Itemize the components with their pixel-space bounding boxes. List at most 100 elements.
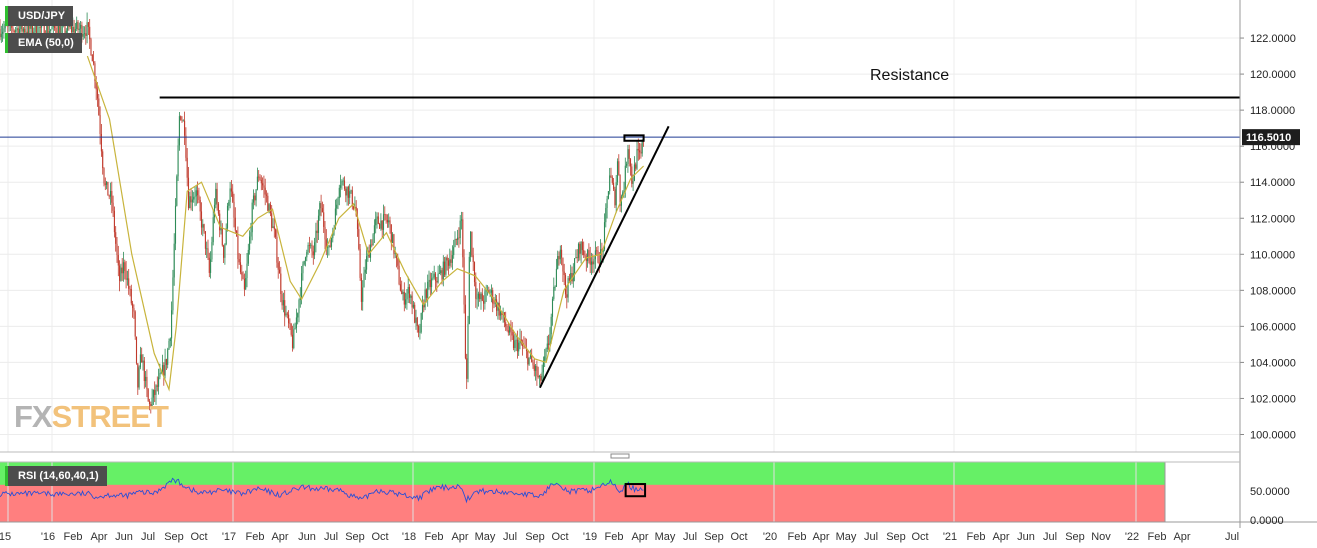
candle-body: [259, 177, 261, 180]
candle-body: [505, 322, 507, 327]
candle-body: [632, 180, 634, 184]
candle-body: [234, 217, 236, 231]
candle-body: [429, 279, 431, 288]
candle-body: [399, 284, 401, 291]
candle-body: [190, 196, 192, 203]
candle-body: [0, 29, 1, 38]
candle-body: [460, 219, 463, 221]
candle-body: [397, 258, 399, 266]
candle-body: [263, 185, 265, 188]
candle-body: [173, 243, 175, 278]
resistance-label: Resistance: [870, 67, 949, 84]
candle-body: [366, 256, 368, 270]
candle-body: [388, 220, 390, 223]
ema-badge[interactable]: EMA (50,0): [5, 33, 82, 53]
candle-body: [247, 249, 249, 264]
candle-body: [628, 149, 630, 159]
time-tick-label: '22: [1125, 531, 1139, 543]
candle-body: [250, 232, 252, 237]
candle-body: [360, 277, 362, 302]
price-tick-label: 112.0000: [1250, 213, 1295, 225]
candle-body: [444, 261, 446, 275]
candle-body: [215, 188, 217, 205]
candle-body: [463, 257, 465, 305]
rsi-highlight-box: [624, 483, 647, 498]
candle-body: [623, 189, 625, 193]
candle-body: [302, 264, 304, 274]
candle-body: [291, 334, 294, 348]
time-tick-label: Jul: [1225, 531, 1239, 543]
symbol-badge[interactable]: USD/JPY: [5, 6, 74, 26]
candle-body: [70, 25, 73, 33]
candle-body: [457, 237, 459, 240]
candle-body: [295, 317, 297, 329]
candle-body: [181, 119, 183, 121]
candle-body: [418, 326, 420, 333]
candle-body: [592, 261, 594, 265]
candle-body: [342, 180, 344, 182]
candle-body: [117, 255, 119, 266]
time-tick-label: Feb: [788, 531, 807, 543]
candle-body: [362, 287, 364, 302]
candle-body: [332, 231, 334, 239]
candle-body: [83, 33, 86, 35]
candle-body: [148, 401, 151, 405]
candle-body: [122, 262, 125, 274]
candle-body: [299, 297, 301, 300]
candle-body: [483, 300, 485, 304]
time-tick-label: Sep: [164, 531, 184, 543]
candle-body: [393, 234, 395, 254]
candle-body: [178, 116, 180, 146]
candle-body: [120, 267, 122, 281]
candle-body: [507, 330, 509, 333]
time-tick-label: Oct: [730, 531, 747, 543]
candle-body: [115, 232, 117, 244]
candle-body: [481, 293, 483, 301]
candle-body: [301, 273, 303, 298]
time-tick-label: Feb: [967, 531, 986, 543]
candle-body: [407, 286, 409, 294]
candle-body: [389, 220, 391, 225]
candle-body: [125, 270, 127, 280]
candle-body: [206, 248, 208, 250]
candle-body: [220, 227, 222, 231]
candle-body: [424, 289, 426, 308]
candle-body: [278, 269, 281, 274]
candle-body: [150, 404, 152, 407]
candle-body: [577, 243, 580, 258]
candle-body: [509, 326, 511, 333]
candle-body: [99, 115, 101, 134]
candle-body: [351, 190, 353, 207]
candle-body: [531, 355, 533, 363]
candle-body: [427, 281, 429, 298]
candle-body: [561, 249, 563, 258]
candle-body: [24, 28, 26, 33]
candle-body: [96, 89, 99, 99]
candle-body: [130, 288, 132, 304]
candle-body: [566, 294, 568, 298]
candle-body: [91, 54, 93, 62]
candle-body: [290, 324, 292, 335]
candle-body: [172, 277, 174, 311]
candle-body: [264, 187, 266, 195]
candle-body: [207, 248, 209, 258]
candle-body: [433, 273, 435, 278]
candle-body: [567, 278, 569, 298]
price-tick-label: 120.0000: [1250, 69, 1296, 81]
price-tick-label: 110.0000: [1250, 249, 1295, 261]
candle-body: [87, 22, 89, 27]
candle-body: [160, 372, 162, 374]
candle-body: [537, 375, 539, 378]
candle-body: [327, 247, 329, 249]
candle-body: [186, 157, 188, 178]
candle-body: [72, 26, 74, 33]
candle-body: [315, 230, 317, 243]
candle-body: [106, 181, 108, 185]
rsi-badge[interactable]: RSI (14,60,40,1): [5, 466, 107, 486]
candle-body: [187, 177, 190, 209]
candle-body: [116, 243, 118, 256]
candle-body: [527, 351, 529, 365]
candle-body: [199, 200, 201, 212]
candle-body: [471, 231, 473, 256]
